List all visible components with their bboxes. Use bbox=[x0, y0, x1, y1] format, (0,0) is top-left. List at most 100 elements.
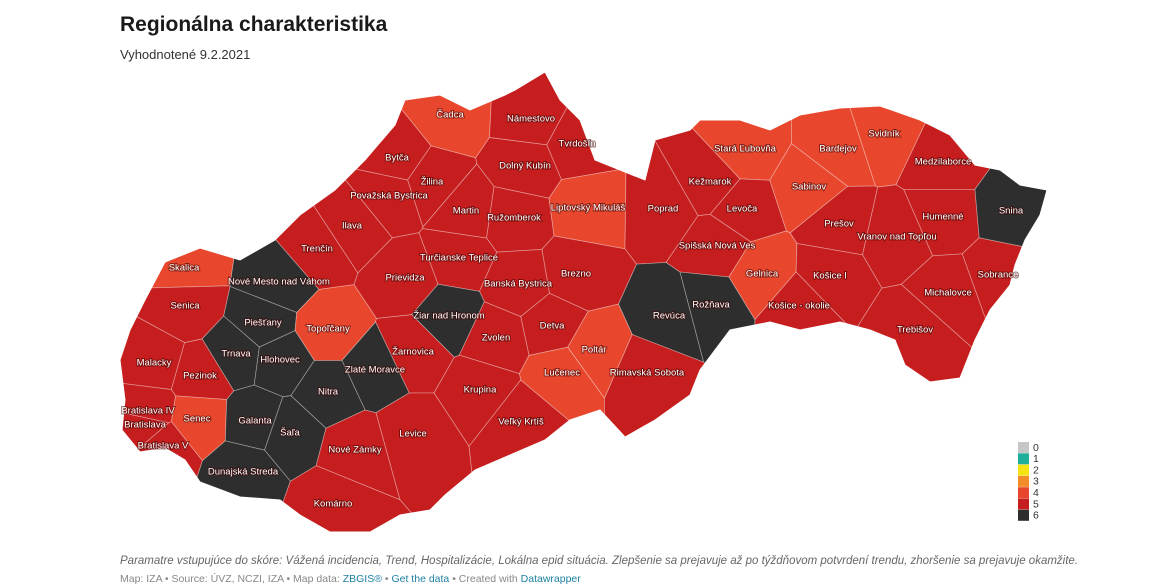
legend-swatch bbox=[1018, 487, 1029, 499]
legend-label: 6 bbox=[1033, 510, 1039, 522]
district-label: Levoča bbox=[727, 204, 758, 215]
district-label: Hlohovec bbox=[260, 355, 300, 366]
map: Čadca Námestovo Tvrdošín Bytča Žilina Dolný K… bbox=[119, 71, 1048, 533]
district-label: Krupina bbox=[464, 385, 497, 396]
district-label: Bratislava V bbox=[138, 441, 189, 452]
legend-swatch bbox=[1018, 509, 1029, 521]
district-label: Lučenec bbox=[544, 368, 580, 379]
legend-swatch bbox=[1018, 498, 1029, 510]
district-label: Liptovský Mikuláš bbox=[551, 203, 626, 214]
district-label: Piešťany bbox=[244, 318, 282, 329]
legend-swatch bbox=[1018, 475, 1029, 487]
district-label: Galanta bbox=[238, 416, 272, 427]
district-label: Sobrance bbox=[978, 270, 1019, 281]
district-label: Považská Bystrica bbox=[350, 191, 428, 202]
district bbox=[458, 301, 530, 375]
district-label: Rimavská Sobota bbox=[610, 368, 685, 379]
district bbox=[974, 72, 1047, 257]
district-label: Zlaté Moravce bbox=[345, 365, 405, 376]
district-label: Košice I bbox=[813, 271, 847, 282]
district-label: Vranov nad Topľou bbox=[857, 232, 936, 243]
district-label: Žiar nad Hronom bbox=[413, 311, 484, 322]
district-label: Dolný Kubín bbox=[499, 161, 551, 172]
district-label: Revúca bbox=[653, 311, 686, 322]
district bbox=[604, 334, 813, 532]
source-text: Map: IZA • Source: ÚVZ, NCZI, IZA • Map … bbox=[120, 573, 340, 585]
legend-label: 1 bbox=[1033, 453, 1039, 465]
link[interactable]: ZBGIS® bbox=[342, 573, 382, 585]
district-label: Kežmarok bbox=[689, 177, 732, 188]
district-label: Brezno bbox=[561, 269, 591, 280]
district-label: Ružomberok bbox=[487, 213, 541, 224]
legend-swatch bbox=[1018, 464, 1029, 476]
district-label: Banská Bystrica bbox=[484, 279, 553, 290]
legend-swatch bbox=[1018, 453, 1029, 465]
district-label: Trnava bbox=[221, 349, 251, 360]
district-label: Turčianske Teplice bbox=[420, 253, 498, 264]
district-label: Nové Zámky bbox=[328, 445, 382, 456]
district-label: Senica bbox=[170, 301, 200, 312]
legend-label: 3 bbox=[1033, 476, 1039, 488]
subtitle: Vyhodnotené 9.2.2021 bbox=[120, 47, 251, 62]
district-label: Ilava bbox=[342, 221, 363, 232]
district-label: Humenné bbox=[922, 212, 963, 223]
legend-swatch bbox=[1018, 442, 1029, 453]
district-labels: Čadca Námestovo Tvrdošín Bytča Žilina Dolný K… bbox=[120, 109, 1025, 511]
country-outline bbox=[119, 71, 1048, 533]
district-label: Nové Mesto nad Váhom bbox=[228, 277, 330, 288]
district-label: Námestovo bbox=[507, 114, 555, 125]
district-label: Trebišov bbox=[897, 325, 933, 336]
district bbox=[567, 303, 633, 400]
district-label: Snina bbox=[999, 206, 1024, 217]
district-label: Bytča bbox=[385, 153, 409, 164]
district-label: Bardejov bbox=[819, 144, 857, 155]
district-label: Poltár bbox=[582, 345, 607, 356]
link[interactable]: Datawrapper bbox=[520, 573, 581, 585]
district-label: Zvolen bbox=[482, 333, 511, 344]
district bbox=[422, 163, 495, 239]
legend-label: 4 bbox=[1033, 487, 1039, 499]
district-label: Dunajská Streda bbox=[208, 467, 279, 478]
legend-label: 2 bbox=[1033, 464, 1039, 476]
district-label: Skalica bbox=[169, 263, 200, 274]
legend-label: 5 bbox=[1033, 498, 1039, 510]
district-label: Sabinov bbox=[792, 182, 827, 193]
link[interactable]: Get the data bbox=[391, 573, 450, 585]
district-label: Trenčín bbox=[301, 244, 333, 255]
district-label: Bratislava bbox=[124, 420, 166, 431]
district-label: Malacky bbox=[137, 358, 172, 369]
source-line: Map: IZA • Source: ÚVZ, NCZI, IZA • Map … bbox=[120, 573, 581, 585]
district-label: Veľký Krtíš bbox=[498, 417, 544, 428]
district-label: Detva bbox=[540, 321, 566, 332]
district bbox=[120, 72, 243, 290]
district-label: Rožňava bbox=[692, 300, 730, 311]
district-label: Levice bbox=[399, 429, 426, 440]
district-label: Nitra bbox=[318, 387, 339, 398]
district bbox=[546, 72, 664, 181]
district-label: Bratislava IV bbox=[121, 406, 175, 417]
district-label: Tvrdošín bbox=[559, 139, 596, 150]
district-label: Stará Ľubovňa bbox=[714, 144, 777, 155]
source-text: • Created with bbox=[452, 573, 518, 585]
district-label: Poprad bbox=[648, 204, 679, 215]
district-label: Martin bbox=[453, 206, 479, 217]
district-label: Žarnovica bbox=[392, 347, 434, 358]
district-label: Žilina bbox=[421, 177, 444, 188]
district-label: Topoľčany bbox=[306, 324, 350, 335]
separator: • bbox=[384, 573, 389, 585]
district-label: Pezinok bbox=[183, 371, 217, 382]
district-label: Prievidza bbox=[385, 273, 425, 284]
legend-label: 0 bbox=[1033, 442, 1039, 454]
district-label: Senec bbox=[184, 414, 211, 425]
district-label: Čadca bbox=[436, 110, 464, 121]
footnote: Paramatre vstupujúce do skóre: Vážená in… bbox=[120, 555, 1079, 567]
district bbox=[353, 232, 439, 319]
district-label: Komárno bbox=[314, 499, 353, 510]
district-label: Prešov bbox=[824, 219, 854, 230]
district-label: Gelnica bbox=[746, 269, 779, 280]
district-label: Medzilaborce bbox=[915, 157, 972, 168]
title: Regionálna charakteristika bbox=[120, 13, 388, 36]
district-label: Košice - okolie bbox=[768, 301, 830, 312]
